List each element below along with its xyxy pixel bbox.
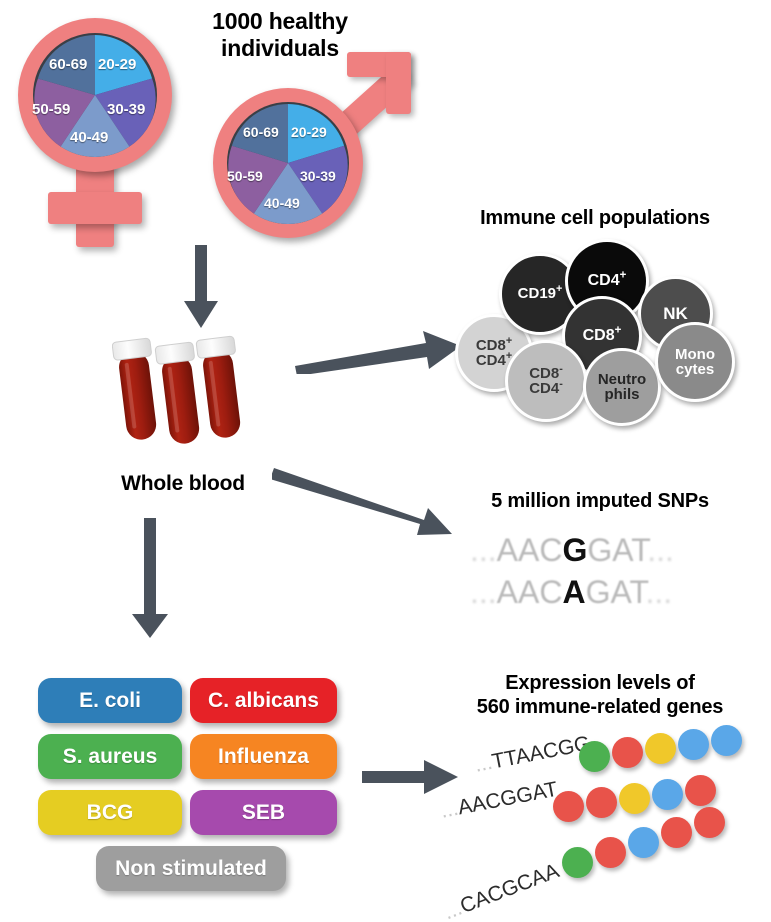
female-slice-50-59 xyxy=(34,78,95,148)
gene-strand-1-sequence: ...TTAACGG xyxy=(473,732,593,778)
immune-cell-label: CD8- CD4- xyxy=(529,362,563,397)
expression-title: Expression levels of 560 immune-related … xyxy=(440,672,760,719)
snp-right-bases: GAT xyxy=(585,574,646,610)
female-slice-30-39 xyxy=(95,78,156,148)
stimulus-e-coli[interactable]: E. coli xyxy=(38,678,182,723)
immune-cell-cluster: CD8+ CD4+ CD19+ CD4+ NK CD8+ CD8- CD4- Neu… xyxy=(455,238,755,426)
arrow-cohort-to-blood xyxy=(184,245,218,328)
immune-cell-neutrophils: Neutro phils xyxy=(583,348,661,426)
male-arrow-head-side xyxy=(386,52,411,114)
gene-strand-bases: TTAACGG xyxy=(489,731,593,774)
page-title: 1000 healthy individuals xyxy=(160,8,400,62)
male-slice-50-59 xyxy=(228,145,288,215)
stimulus-s-aureus[interactable]: S. aureus xyxy=(38,734,182,779)
gene-bead xyxy=(619,783,650,814)
gene-strand-3-sequence: ...CACGCAA xyxy=(441,859,563,922)
female-stem-horizontal xyxy=(48,192,142,224)
gene-strand-bases: CACGCAA xyxy=(457,859,563,918)
immune-cell-label: CD8+ xyxy=(582,324,622,344)
arrow-blood-to-stimuli xyxy=(132,518,168,638)
immune-cell-label: CD4+ xyxy=(587,269,627,289)
immune-cell-label: Mono cytes xyxy=(675,345,715,378)
gene-bead xyxy=(685,775,716,806)
snp-prefix: ... xyxy=(470,574,497,610)
male-slice-30-39 xyxy=(288,145,348,215)
snp-left-bases: AAC xyxy=(496,532,563,568)
male-slice-20-29 xyxy=(288,104,345,163)
immune-cell-cd8n-cd4n: CD8- CD4- xyxy=(505,340,587,422)
stimuli-panel: E. coli C. albicans S. aureus Influenza … xyxy=(38,678,338,898)
female-slice-40-49 xyxy=(59,95,131,157)
arrow-blood-to-immune-cells xyxy=(295,331,461,374)
gene-bead xyxy=(553,791,584,822)
gene-bead xyxy=(652,779,683,810)
gene-bead xyxy=(628,827,659,858)
gene-bead xyxy=(612,737,643,768)
female-symbol: 20-29 30-39 40-49 50-59 60-69 xyxy=(10,10,180,247)
gene-strand-bases: AACGGAT xyxy=(455,777,560,820)
gene-bead xyxy=(661,817,692,848)
male-symbol: 20-29 30-39 40-49 50-59 60-69 xyxy=(205,50,420,245)
immune-cell-populations-title: Immune cell populations xyxy=(480,207,710,229)
blood-tube-2 xyxy=(154,341,200,444)
snp-left-bases: AAC xyxy=(496,574,563,610)
immune-cell-monocytes: Mono cytes xyxy=(655,322,735,402)
arrow-stimuli-to-expression xyxy=(362,760,458,794)
whole-blood-tubes xyxy=(111,330,262,465)
snp-variant-base: A xyxy=(562,574,586,610)
snp-suffix: ... xyxy=(645,574,673,610)
immune-cell-label: CD19+ xyxy=(517,283,563,303)
female-age-pie xyxy=(33,33,157,157)
gene-bead xyxy=(678,729,709,760)
stimulus-non-stimulated[interactable]: Non stimulated xyxy=(96,846,286,891)
gene-bead xyxy=(595,837,626,868)
blood-tube-1 xyxy=(111,337,157,440)
snp-prefix: ... xyxy=(470,532,497,568)
female-slice-60-69 xyxy=(37,35,95,95)
gene-strand-2-sequence: ...AACGGAT xyxy=(439,778,560,824)
stimulus-bcg[interactable]: BCG xyxy=(38,790,182,835)
male-slice-60-69 xyxy=(231,104,288,163)
snp-variant-base: G xyxy=(562,532,588,568)
snp-sequence-row-2: ...AACAGAT... xyxy=(470,574,672,611)
gene-expression-strands: ...TTAACGG ...AACGGAT ...CACGCAA xyxy=(439,725,765,922)
female-pie-slices xyxy=(34,35,156,157)
gene-bead xyxy=(579,741,610,772)
gene-bead xyxy=(711,725,742,756)
cohort-title-line2: individuals xyxy=(221,35,339,62)
snp-right-bases: GAT xyxy=(587,532,648,568)
gene-bead xyxy=(562,847,593,878)
immune-cell-label: NK xyxy=(663,303,688,323)
arrow-blood-to-snps xyxy=(272,468,452,535)
whole-blood-label: Whole blood xyxy=(121,472,245,495)
expression-title-line1: Expression levels of xyxy=(505,672,695,694)
snp-suffix: ... xyxy=(647,532,674,568)
female-pie-svg xyxy=(34,35,156,157)
snp-title: 5 million imputed SNPs xyxy=(491,490,709,512)
gene-bead xyxy=(586,787,617,818)
stimulus-seb[interactable]: SEB xyxy=(190,790,337,835)
male-pie-svg xyxy=(228,104,348,224)
stimulus-c-albicans[interactable]: C. albicans xyxy=(190,678,337,723)
gene-bead xyxy=(694,807,725,838)
female-slice-20-29 xyxy=(95,35,153,95)
cohort-title-line1: 1000 healthy xyxy=(212,8,348,34)
expression-title-line2: 560 immune-related genes xyxy=(476,695,724,718)
blood-tube-3 xyxy=(195,335,241,438)
blood-tubes-svg xyxy=(111,335,241,444)
stimulus-influenza[interactable]: Influenza xyxy=(190,734,337,779)
male-slice-40-49 xyxy=(253,163,323,224)
male-pie-slices xyxy=(228,104,348,224)
immune-cell-label: Neutro phils xyxy=(597,370,647,403)
gene-bead xyxy=(645,733,676,764)
snp-sequences: ...AACGGAT... ...AACAGAT... xyxy=(470,532,750,622)
male-age-pie xyxy=(227,102,349,224)
immune-cell-label: CD8+ CD4+ xyxy=(475,334,513,369)
snp-sequence-row-1: ...AACGGAT... xyxy=(470,532,674,569)
